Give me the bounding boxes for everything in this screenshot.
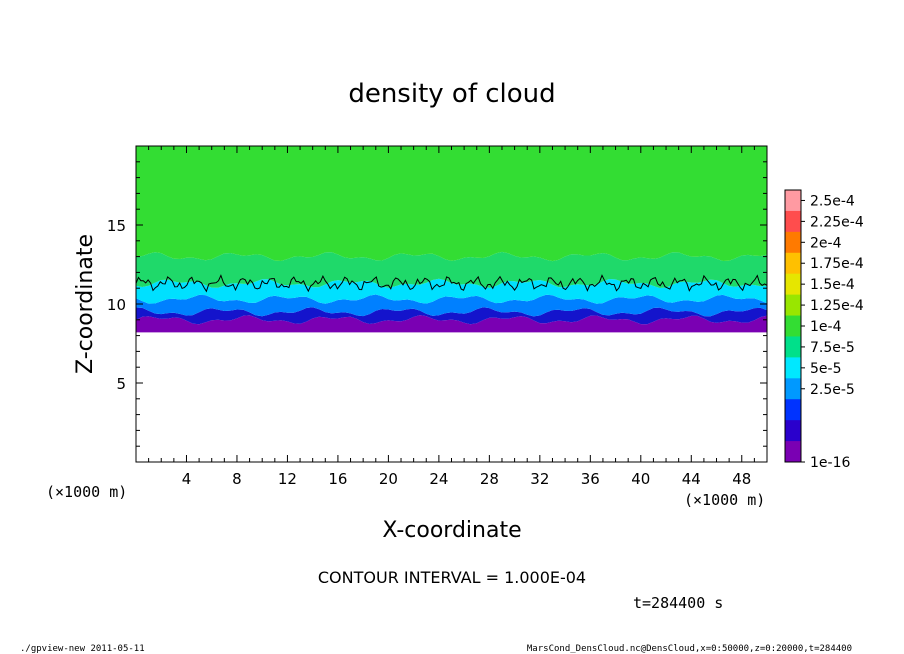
colorbar-swatch (785, 315, 801, 337)
x-tick-label: 24 (429, 470, 448, 488)
x-unit-label-left: (×1000 m) (46, 483, 127, 501)
footer-right: MarsCond_DensCloud.nc@DensCloud,x=0:5000… (527, 644, 852, 654)
x-tick-label: 48 (732, 470, 751, 488)
y-tick-label: 10 (107, 296, 126, 314)
colorbar-label: 1.75e-4 (810, 256, 864, 272)
colorbar-swatch (785, 399, 801, 421)
x-tick-label: 40 (631, 470, 650, 488)
x-tick-label: 32 (530, 470, 549, 488)
colorbar-label: 2e-4 (810, 235, 842, 251)
contour-interval-label: CONTOUR INTERVAL = 1.000E-04 (318, 568, 586, 587)
x-tick-label: 44 (682, 470, 701, 488)
colorbar-swatch (785, 190, 801, 212)
density-layer-1 (136, 307, 767, 325)
colorbar-swatch (785, 231, 801, 254)
density-layer-4 (136, 251, 767, 288)
x-tick-label: 20 (379, 470, 398, 488)
colorbar-label: 2.25e-4 (810, 214, 864, 230)
colorbar-label: 2.5e-5 (810, 382, 855, 398)
colorbar-label: 5e-5 (810, 361, 841, 377)
y-axis-label: Z-coordinate (73, 234, 98, 374)
colorbar-label: 1e-16 (810, 455, 850, 471)
x-tick-label: 36 (581, 470, 600, 488)
x-tick-label: 8 (232, 470, 242, 488)
x-tick-label: 4 (182, 470, 192, 488)
colorbar-label: 1.5e-4 (810, 277, 855, 293)
colorbar: 2.5e-4 2.25e-4 2e-4 1.75e-4 1.5e-4 1.25e-4 1e-… (784, 189, 864, 471)
colorbar-swatch (785, 378, 801, 400)
x-tick-label: 12 (278, 470, 297, 488)
x-tick-label: 28 (480, 470, 499, 488)
x-axis-label: X-coordinate (382, 518, 521, 543)
colorbar-label: 2.5e-4 (810, 193, 855, 209)
time-label: t=284400 s (633, 594, 723, 612)
colorbar-swatch (785, 441, 801, 463)
colorbar-swatch (785, 420, 801, 442)
chart-title: density of cloud (348, 79, 555, 109)
colorbar-swatch (785, 252, 801, 275)
footer-left: ./gpview-new 2011-05-11 (20, 644, 145, 654)
density-layer-5 (136, 146, 767, 262)
density-layer-0 (136, 315, 767, 333)
colorbar-label: 1e-4 (810, 319, 842, 335)
y-tick-label: 15 (107, 217, 126, 235)
colorbar-swatch (785, 210, 801, 233)
x-tick-label: 16 (328, 470, 347, 488)
contour-line (136, 274, 767, 293)
colorbar-swatch (785, 357, 801, 379)
colorbar-swatch (785, 273, 801, 296)
density-layer-3 (136, 278, 767, 304)
y-tick-label: 5 (116, 375, 126, 393)
x-unit-label-right: (×1000 m) (684, 491, 765, 509)
colorbar-swatch (785, 336, 801, 358)
colorbar-label: 7.5e-5 (810, 340, 855, 356)
colorbar-label: 1.25e-4 (810, 298, 864, 314)
colorbar-swatch (785, 294, 801, 317)
density-layer-2 (136, 294, 767, 317)
